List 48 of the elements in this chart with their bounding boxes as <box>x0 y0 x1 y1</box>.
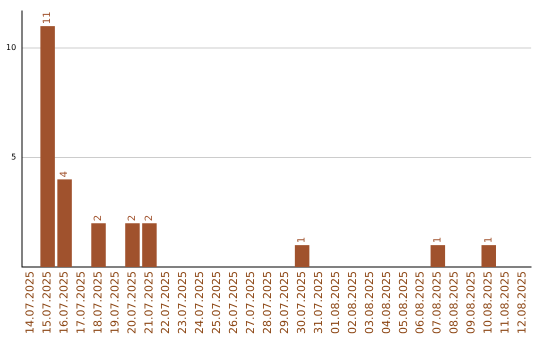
x-tick-label: 05.08.2025 <box>396 271 410 334</box>
x-tick-label: 25.07.2025 <box>210 271 224 334</box>
x-tick-label: 23.07.2025 <box>176 271 190 334</box>
x-tick-label: 24.07.2025 <box>193 271 206 334</box>
x-tick-label: 15.07.2025 <box>40 271 54 334</box>
data-label: 1 <box>296 236 308 244</box>
x-tick-label: 20.07.2025 <box>125 271 138 334</box>
bar <box>481 245 496 268</box>
x-tick-label: 07.08.2025 <box>430 271 444 334</box>
x-tick-label: 04.08.2025 <box>380 271 393 334</box>
x-tick-label: 26.07.2025 <box>227 271 240 334</box>
x-tick-label: 09.08.2025 <box>464 271 478 334</box>
x-tick-label: 18.07.2025 <box>91 271 104 334</box>
x-tick-label: 08.08.2025 <box>448 271 461 334</box>
x-tick-label: 16.07.2025 <box>57 271 70 334</box>
data-label: 4 <box>59 171 70 178</box>
data-label: 2 <box>144 214 156 222</box>
x-tick-label: 12.08.2025 <box>516 271 529 334</box>
data-label: 1 <box>483 236 494 244</box>
data-label: 1 <box>432 236 444 244</box>
x-tick-label: 30.07.2025 <box>294 271 308 334</box>
x-tick-label: 28.07.2025 <box>261 271 274 334</box>
x-tick-label: 10.08.2025 <box>482 271 495 334</box>
bar <box>91 223 106 268</box>
bar <box>142 223 157 268</box>
y-tick-label: 5 <box>11 152 16 162</box>
bar <box>430 245 446 268</box>
x-tick-label: 27.07.2025 <box>244 271 258 334</box>
x-tick-label: 01.08.2025 <box>328 271 342 334</box>
y-tick-label: 10 <box>6 43 16 52</box>
x-tick-label: 29.07.2025 <box>278 271 292 334</box>
data-label: 11 <box>42 11 54 24</box>
x-tick-label: 06.08.2025 <box>414 271 427 334</box>
x-tick-label: 17.07.2025 <box>74 271 88 334</box>
x-tick-label: 31.07.2025 <box>312 271 325 334</box>
bar <box>125 223 140 268</box>
data-label: 2 <box>93 214 104 222</box>
x-tick-label: 19.07.2025 <box>108 271 122 334</box>
bar <box>40 26 55 268</box>
x-tick-label: 21.07.2025 <box>142 271 156 334</box>
x-tick-label: 02.08.2025 <box>346 271 359 334</box>
data-label: 2 <box>127 214 138 222</box>
bar <box>294 245 310 268</box>
bar <box>57 179 72 268</box>
x-tick-label: 11.08.2025 <box>498 271 512 334</box>
x-tick-label: 03.08.2025 <box>362 271 376 334</box>
x-tick-label: 14.07.2025 <box>24 271 37 334</box>
x-tick-label: 22.07.2025 <box>159 271 172 334</box>
